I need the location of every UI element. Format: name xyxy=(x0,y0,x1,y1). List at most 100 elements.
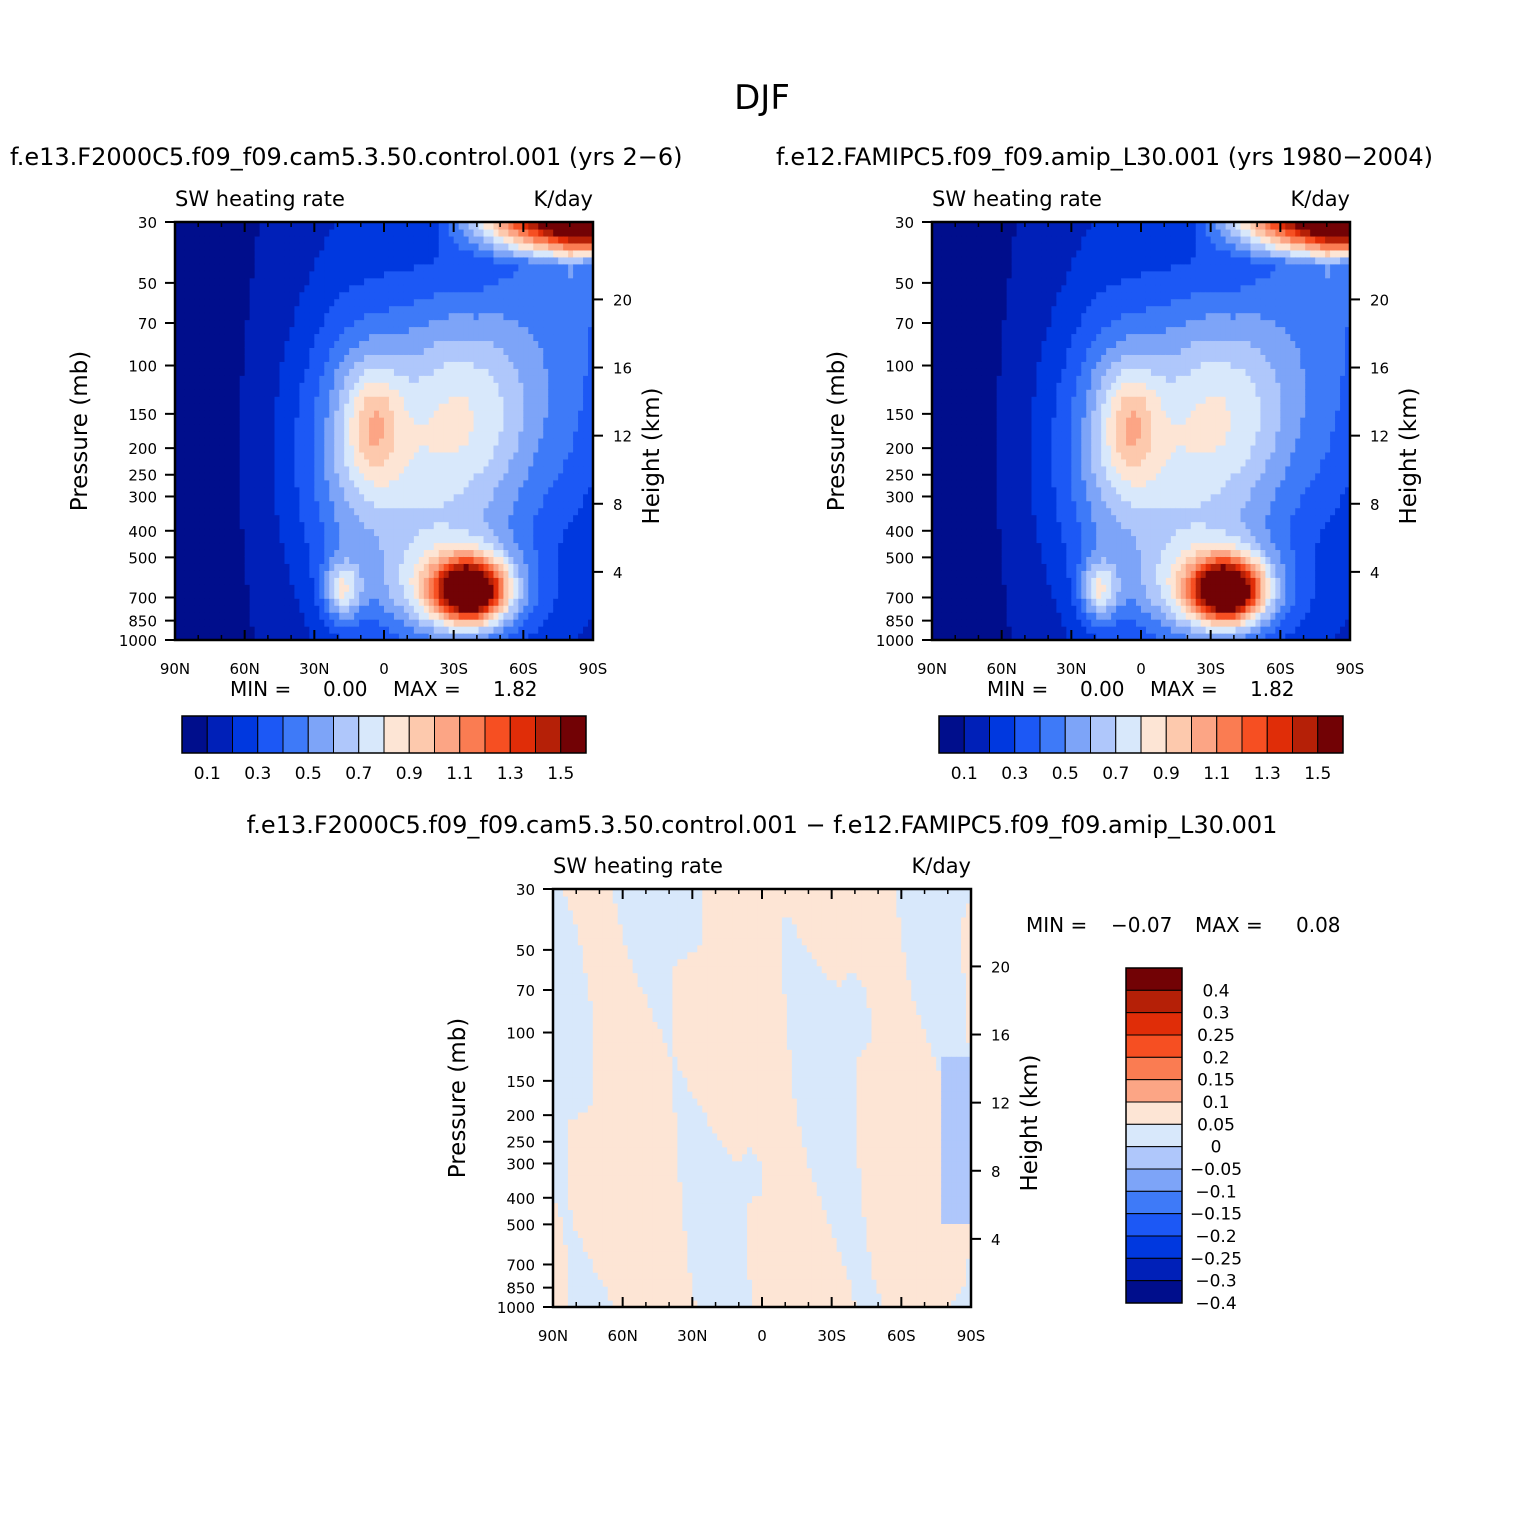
field-cell xyxy=(230,459,236,467)
field-cell xyxy=(508,619,514,627)
field-cell xyxy=(225,229,231,237)
field-cell xyxy=(319,549,325,557)
field-cell xyxy=(180,619,186,627)
field-cell xyxy=(578,347,584,355)
field-cell xyxy=(523,577,529,585)
field-cell xyxy=(294,375,300,383)
field-cell xyxy=(444,480,450,488)
field-cell xyxy=(359,257,365,265)
field-cell xyxy=(493,591,499,599)
field-cell xyxy=(250,361,256,369)
field-cell xyxy=(419,320,425,328)
field-cell xyxy=(578,501,584,509)
field-cell xyxy=(459,459,465,467)
field-cell xyxy=(474,327,480,335)
field-cell xyxy=(533,424,539,432)
field-cell xyxy=(299,605,305,613)
field-cell xyxy=(508,570,514,578)
field-cell xyxy=(354,403,360,411)
field-cell xyxy=(394,320,400,328)
field-cell xyxy=(503,570,509,578)
field-cell xyxy=(240,529,246,537)
field-cell xyxy=(513,522,519,530)
field-cell xyxy=(374,271,380,279)
field-cell xyxy=(270,445,276,453)
field-cell xyxy=(255,536,261,544)
field-cell xyxy=(419,556,425,564)
field-cell xyxy=(573,396,579,404)
field-cell xyxy=(548,431,554,439)
field-cell xyxy=(329,501,335,509)
field-cell xyxy=(449,327,455,335)
field-cell xyxy=(424,340,430,348)
field-cell xyxy=(359,515,365,523)
field-cell xyxy=(265,257,271,265)
field-cell xyxy=(200,396,206,404)
field-cell xyxy=(319,466,325,474)
field-cell xyxy=(329,403,335,411)
field-cell xyxy=(329,236,335,244)
field-cell xyxy=(493,556,499,564)
field-cell xyxy=(419,403,425,411)
field-cell xyxy=(498,250,504,258)
field-cell xyxy=(190,570,196,578)
field-cell xyxy=(379,382,385,390)
field-cell xyxy=(469,584,475,592)
field-cell xyxy=(399,278,405,286)
field-cell xyxy=(533,313,539,321)
field-cell xyxy=(528,570,534,578)
field-cell xyxy=(284,257,290,265)
field-cell xyxy=(439,306,445,314)
field-cell xyxy=(235,612,241,620)
field-cell xyxy=(364,375,370,383)
field-cell xyxy=(429,333,435,341)
field-cell xyxy=(374,264,380,272)
field-cell xyxy=(439,556,445,564)
field-cell xyxy=(404,271,410,279)
field-cell xyxy=(374,417,380,425)
field-cell xyxy=(349,452,355,460)
field-cell xyxy=(558,522,564,530)
field-cell xyxy=(464,368,470,376)
field-cell xyxy=(349,522,355,530)
field-cell xyxy=(479,243,485,251)
field-cell xyxy=(489,229,495,237)
field-cell xyxy=(329,361,335,369)
field-cell xyxy=(469,389,475,397)
field-cell xyxy=(479,438,485,446)
field-cell xyxy=(359,299,365,307)
field-cell xyxy=(349,473,355,481)
field-cell xyxy=(359,480,365,488)
field-cell xyxy=(289,306,295,314)
field-cell xyxy=(255,354,261,362)
field-cell xyxy=(493,236,499,244)
field-cell xyxy=(498,480,504,488)
field-cell xyxy=(205,515,211,523)
field-cell xyxy=(284,445,290,453)
field-cell xyxy=(548,229,554,237)
field-cell xyxy=(429,327,435,335)
field-cell xyxy=(439,591,445,599)
field-cell xyxy=(404,292,410,300)
field-cell xyxy=(583,389,589,397)
field-cell xyxy=(523,333,529,341)
field-cell xyxy=(280,299,286,307)
field-cell xyxy=(329,327,335,335)
field-cell xyxy=(215,243,221,251)
field-cell xyxy=(180,313,186,321)
field-cell xyxy=(419,494,425,502)
field-cell xyxy=(284,278,290,286)
field-cell xyxy=(215,605,221,613)
field-cell xyxy=(513,570,519,578)
field-cell xyxy=(518,508,524,516)
field-cell xyxy=(424,480,430,488)
field-cell xyxy=(195,515,201,523)
field-cell xyxy=(429,445,435,453)
field-cell xyxy=(444,549,450,557)
field-cell xyxy=(334,591,340,599)
field-cell xyxy=(265,577,271,585)
field-cell xyxy=(220,619,226,627)
field-cell xyxy=(314,340,320,348)
field-cell xyxy=(339,278,345,286)
field-cell xyxy=(558,292,564,300)
